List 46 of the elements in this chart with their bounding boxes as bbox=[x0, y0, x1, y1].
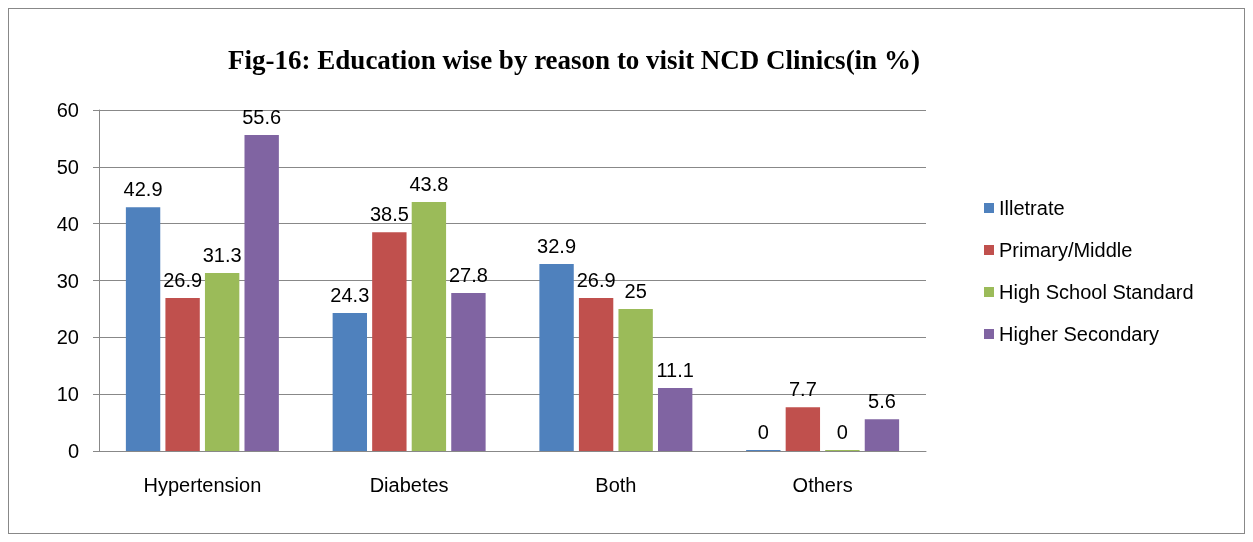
data-label: 38.5 bbox=[369, 203, 409, 226]
bar bbox=[165, 298, 200, 451]
x-tick-label: Hypertension bbox=[143, 474, 262, 496]
legend-label: Higher Secondary bbox=[999, 323, 1160, 345]
bar bbox=[411, 202, 447, 451]
data-label: 5.6 bbox=[868, 390, 896, 413]
data-label: 26.9 bbox=[163, 269, 203, 292]
data-label: 0 bbox=[757, 421, 769, 443]
bar bbox=[578, 298, 614, 451]
x-tick-label: Both bbox=[595, 474, 637, 496]
bar bbox=[372, 232, 407, 451]
bar bbox=[332, 312, 368, 451]
data-label: 27.8 bbox=[448, 264, 488, 286]
data-label: 25 bbox=[624, 279, 647, 302]
x-tick-label: Diabetes bbox=[369, 474, 449, 496]
y-tick-label: 0 bbox=[67, 440, 79, 462]
legend-label: Illetrate bbox=[999, 197, 1065, 219]
data-label: 0 bbox=[836, 421, 848, 443]
bar bbox=[204, 273, 240, 451]
data-label: 26.9 bbox=[576, 269, 616, 292]
bar bbox=[618, 308, 653, 451]
bar bbox=[244, 135, 279, 451]
data-label: 43.8 bbox=[409, 173, 449, 196]
data-label: 42.9 bbox=[123, 178, 163, 201]
x-tick-label: Others bbox=[792, 474, 853, 496]
bar bbox=[785, 407, 821, 451]
bar bbox=[657, 387, 693, 451]
data-label: 7.7 bbox=[788, 378, 817, 401]
bar bbox=[864, 419, 900, 451]
bar bbox=[125, 207, 161, 451]
y-tick-label: 30 bbox=[56, 269, 79, 292]
legend-label: High School Standard bbox=[999, 281, 1194, 303]
y-tick-label: 60 bbox=[56, 99, 79, 121]
y-tick-label: 20 bbox=[56, 326, 79, 349]
data-label: 32.9 bbox=[537, 235, 577, 258]
data-label: 55.6 bbox=[242, 106, 282, 129]
data-label: 31.3 bbox=[202, 244, 242, 267]
data-label: 11.1 bbox=[656, 358, 694, 381]
data-label: 24.3 bbox=[330, 283, 370, 306]
bar bbox=[451, 293, 486, 451]
y-tick-label: 50 bbox=[56, 155, 79, 178]
y-tick-label: 40 bbox=[56, 212, 79, 235]
legend-label: Primary/Middle bbox=[999, 239, 1133, 261]
chart-title: Fig-16: Education wise by reason to visit NCD Clinics(in %) bbox=[228, 44, 920, 75]
bar bbox=[539, 264, 574, 451]
y-tick-label: 10 bbox=[56, 383, 79, 406]
